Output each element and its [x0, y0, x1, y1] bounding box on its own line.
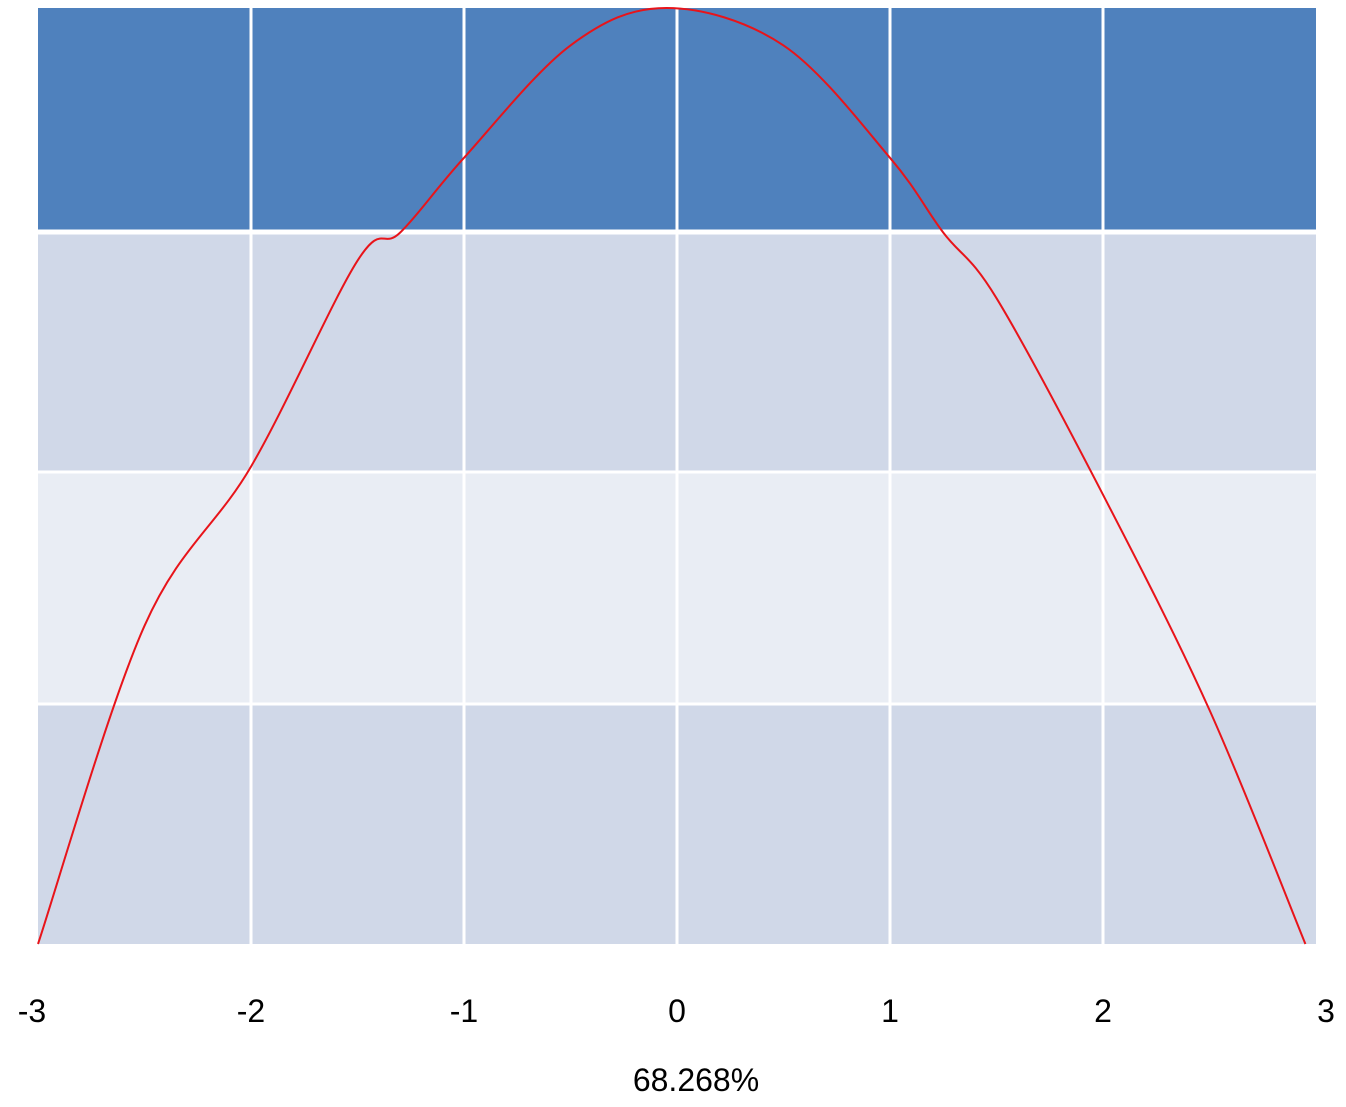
grid-lines — [38, 8, 1316, 944]
x-tick-label: -2 — [237, 993, 265, 1029]
curve-line — [37, 6, 1307, 945]
x-tick-label: 2 — [1094, 993, 1112, 1029]
x-tick-label: -3 — [18, 993, 46, 1029]
x-tick-label: -1 — [450, 993, 478, 1029]
x-axis-tick-labels: -3 -2 -1 0 1 2 3 — [18, 993, 1335, 1029]
x-tick-label: 3 — [1317, 993, 1335, 1029]
x-tick-label: 0 — [668, 993, 686, 1029]
x-tick-label: 1 — [881, 993, 899, 1029]
caption: 68.268% — [632, 1062, 760, 1098]
